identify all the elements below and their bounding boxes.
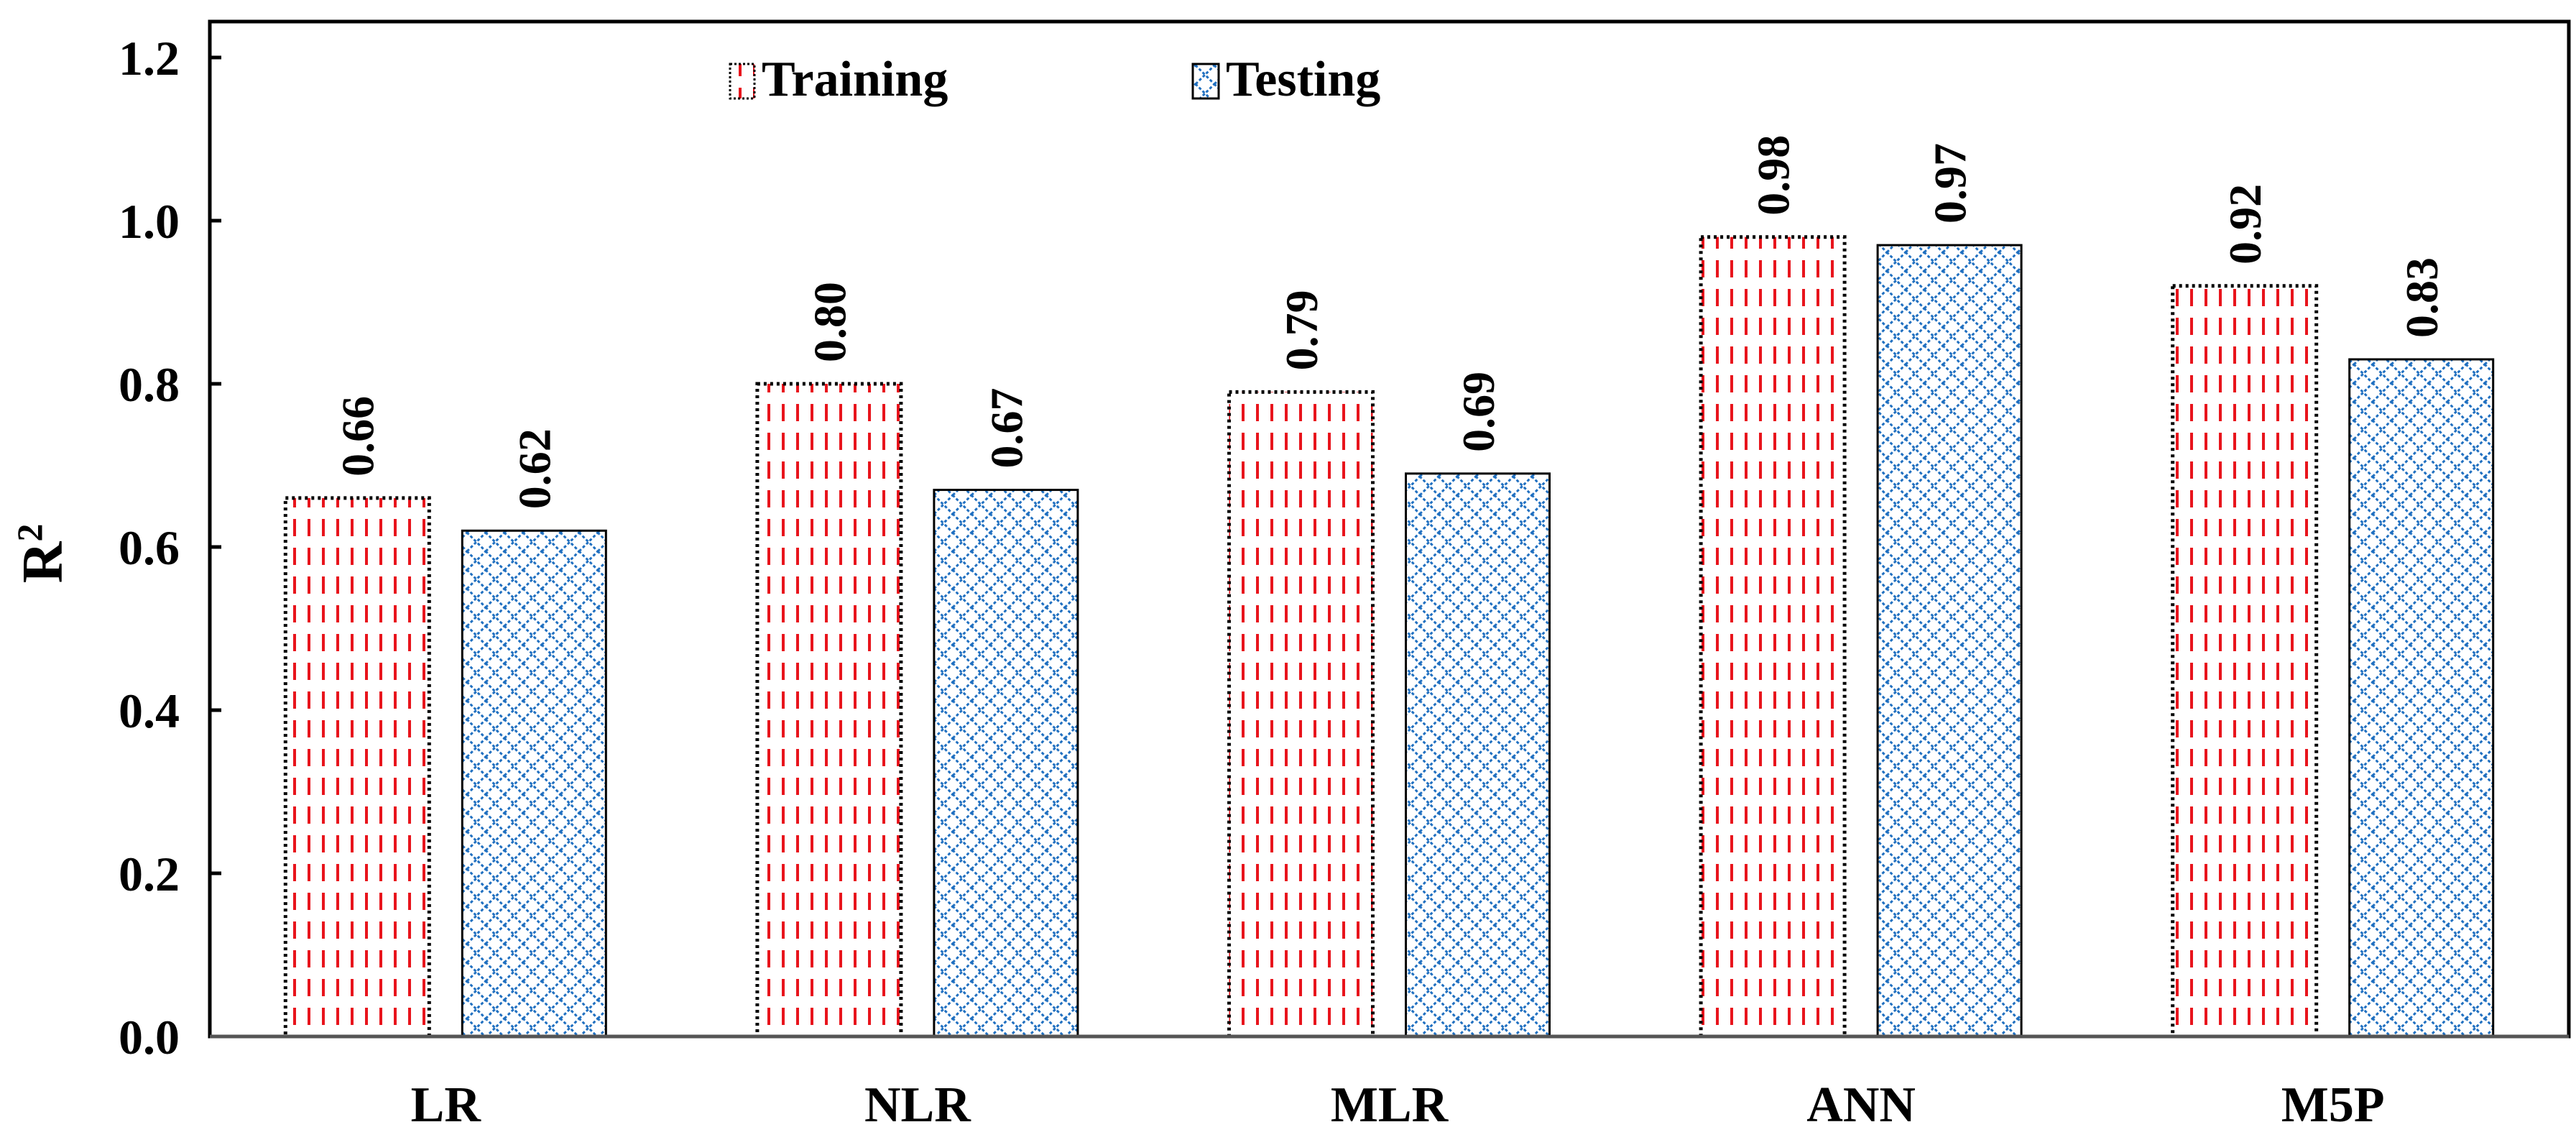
- x-tick-label: NLR: [864, 1077, 971, 1133]
- y-tick-label: 0.8: [119, 357, 180, 412]
- y-tick-label: 0.4: [119, 684, 180, 738]
- data-label-training: 0.98: [1748, 135, 1799, 216]
- y-axis-title-superscript: 2: [9, 524, 50, 542]
- legend: Training Testing: [729, 52, 1380, 107]
- y-tick-label: 0.0: [119, 1010, 180, 1064]
- y-axis-title: R2: [9, 524, 75, 584]
- data-label-training: 0.92: [2220, 184, 2271, 265]
- data-label-testing: 0.97: [1925, 143, 1976, 224]
- x-tick-label: ANN: [1806, 1077, 1916, 1133]
- bar-testing: [2348, 358, 2495, 1038]
- y-axis: 0.0 0.2 0.4 0.6 0.8 1.0 1.2: [119, 22, 221, 1064]
- legend-item-training: Training: [729, 52, 948, 107]
- data-label-training: 0.66: [333, 396, 384, 477]
- data-label-testing: 0.67: [981, 388, 1032, 469]
- y-tick-label: 0.6: [119, 520, 180, 575]
- bar-training: [1699, 235, 1847, 1039]
- x-tick-label: MLR: [1331, 1077, 1449, 1133]
- bars: 0.66 0.62 0.80 0.67 0.79 0.69 0.98 0.97 0.92 0.83: [283, 135, 2495, 1039]
- x-tick-label: LR: [411, 1077, 482, 1133]
- bar-testing: [1405, 472, 1551, 1038]
- data-label-training: 0.80: [804, 282, 855, 362]
- bar-training: [1227, 390, 1375, 1039]
- y-tick-label: 0.2: [119, 847, 180, 901]
- bar-training: [283, 496, 431, 1039]
- legend-swatch-testing: [1191, 63, 1220, 100]
- x-tick-label: M5P: [2281, 1077, 2385, 1133]
- y-tick-label: 1.0: [119, 194, 180, 249]
- y-tick-label: 1.2: [119, 31, 180, 86]
- data-label-testing: 0.62: [509, 428, 560, 509]
- legend-item-testing: Testing: [1191, 52, 1380, 107]
- x-axis: LR NLR MLR ANN M5P: [210, 1034, 2569, 1133]
- legend-label-training: Training: [762, 52, 948, 107]
- bar-testing: [461, 529, 607, 1038]
- bar-testing: [933, 489, 1079, 1038]
- bar-training: [2171, 284, 2319, 1039]
- data-label-testing: 0.83: [2396, 257, 2447, 338]
- legend-swatch-training: [729, 63, 756, 100]
- y-axis-title-base: R: [11, 541, 75, 583]
- data-label-training: 0.79: [1276, 290, 1327, 370]
- bar-training: [755, 382, 903, 1039]
- legend-label-testing: Testing: [1226, 52, 1380, 107]
- bar-testing: [1876, 244, 2023, 1038]
- data-label-testing: 0.69: [1453, 372, 1504, 452]
